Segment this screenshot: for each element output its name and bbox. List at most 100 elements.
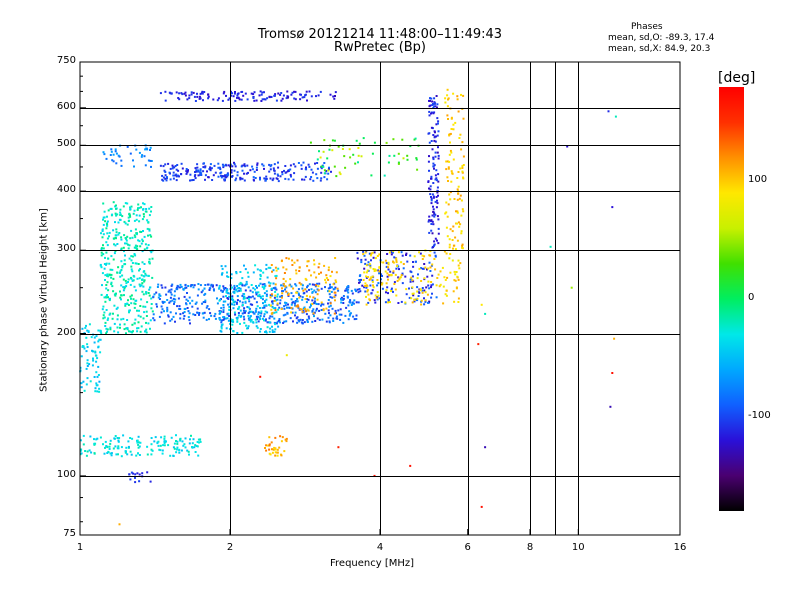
data-point: [461, 167, 464, 169]
data-point: [320, 177, 323, 180]
data-point: [306, 265, 309, 268]
data-point: [328, 166, 330, 169]
data-point: [304, 288, 307, 291]
data-point: [126, 302, 129, 305]
data-point: [252, 176, 255, 179]
data-point: [345, 306, 348, 309]
data-point: [355, 139, 358, 142]
data-point: [104, 325, 107, 327]
data-point: [453, 270, 456, 273]
data-point: [329, 304, 332, 307]
data-point: [243, 164, 246, 167]
data-point: [257, 311, 260, 314]
data-point: [392, 270, 395, 273]
data-point: [179, 439, 182, 442]
data-point: [436, 215, 439, 218]
data-point: [334, 291, 337, 294]
data-point: [120, 236, 123, 239]
data-point: [224, 179, 226, 181]
data-point: [260, 297, 263, 299]
data-point: [117, 233, 120, 236]
data-point: [106, 281, 109, 284]
data-point: [248, 307, 251, 310]
data-point: [457, 264, 460, 267]
data-point: [169, 178, 172, 181]
data-point: [409, 270, 412, 273]
data-point: [329, 283, 331, 286]
data-point: [243, 293, 246, 296]
data-point: [241, 312, 244, 315]
data-point: [100, 247, 103, 250]
data-point: [152, 295, 155, 298]
data-point: [336, 287, 339, 290]
data-point: [245, 172, 248, 175]
data-point: [367, 276, 370, 278]
data-point: [266, 321, 269, 324]
data-point: [313, 315, 315, 318]
data-point: [353, 318, 356, 321]
data-point: [271, 294, 274, 297]
data-point: [193, 284, 196, 287]
data-point: [293, 261, 296, 264]
data-point: [432, 158, 435, 161]
data-point: [386, 253, 389, 255]
data-point: [411, 292, 414, 295]
data-point: [457, 278, 460, 281]
data-point: [397, 276, 400, 279]
data-point: [433, 251, 436, 254]
data-point: [415, 158, 418, 161]
data-point: [250, 92, 253, 95]
stats-o-line: mean, sd,O: -89.3, 17.4: [608, 33, 715, 43]
data-point: [109, 326, 112, 329]
data-point: [134, 246, 137, 249]
data-point: [128, 330, 130, 333]
data-point: [282, 314, 285, 317]
data-point: [107, 296, 109, 299]
data-point: [200, 291, 203, 294]
data-point: [387, 301, 389, 304]
data-point: [177, 297, 180, 300]
data-point: [142, 208, 145, 210]
data-point: [215, 284, 218, 287]
data-point: [176, 288, 179, 291]
data-point: [431, 263, 434, 266]
data-point: [185, 303, 188, 306]
data-point-outlier: [118, 523, 121, 526]
data-point: [194, 171, 196, 173]
data-point: [273, 172, 276, 175]
data-point: [280, 308, 283, 310]
data-point: [274, 286, 277, 289]
data-point: [322, 309, 325, 312]
data-point: [183, 315, 186, 317]
data-point: [424, 291, 427, 294]
data-point: [256, 305, 259, 308]
data-point: [370, 259, 372, 262]
data-point: [295, 291, 298, 294]
data-point: [104, 446, 106, 449]
data-point: [371, 279, 374, 282]
data-point: [105, 287, 108, 290]
data-point: [143, 155, 146, 158]
data-point: [432, 195, 435, 198]
data-point: [132, 298, 135, 301]
data-point: [186, 170, 189, 173]
data-point: [431, 104, 434, 106]
data-point: [194, 302, 197, 305]
data-point: [421, 254, 424, 257]
data-point: [260, 269, 262, 272]
data-point: [342, 302, 345, 304]
data-point: [251, 303, 254, 306]
data-point: [266, 276, 269, 279]
data-point: [308, 306, 311, 309]
data-point: [130, 265, 133, 268]
data-point: [368, 252, 371, 255]
data-point: [347, 304, 350, 307]
data-point: [269, 165, 272, 168]
data-point: [284, 165, 287, 167]
data-point: [289, 173, 292, 176]
data-point: [99, 338, 102, 341]
data-point: [117, 154, 120, 157]
data-point: [201, 289, 204, 292]
data-point: [282, 266, 285, 269]
data-point: [327, 278, 330, 281]
